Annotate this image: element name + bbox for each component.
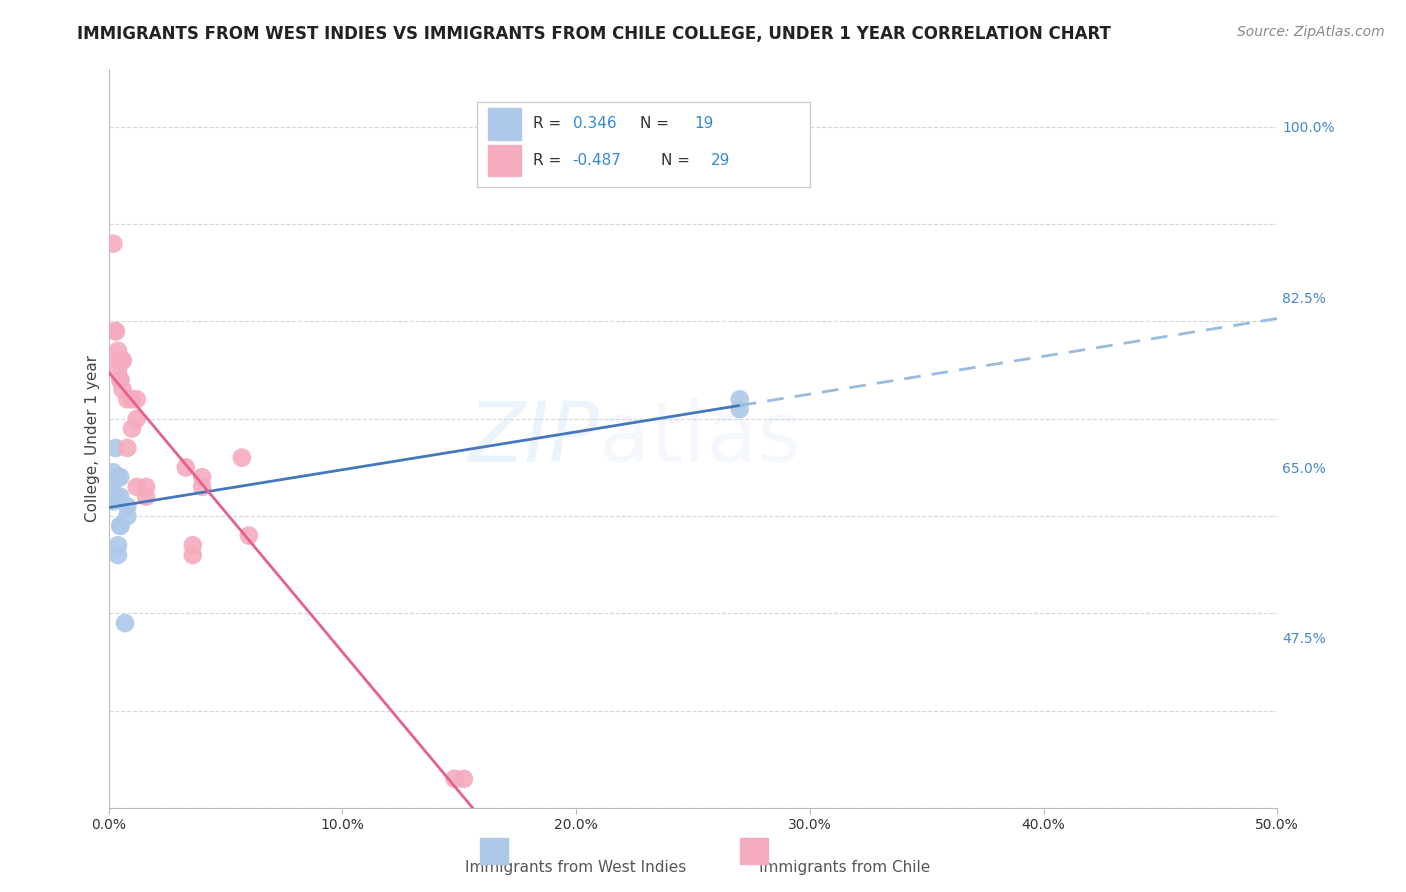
Point	[174, 460, 197, 475]
Point	[111, 353, 134, 368]
Text: -0.487: -0.487	[572, 153, 621, 169]
Point	[114, 616, 136, 631]
Point	[181, 538, 204, 552]
Point	[107, 538, 129, 552]
Point	[117, 509, 139, 524]
Point	[110, 373, 132, 387]
Text: Immigrants from West Indies: Immigrants from West Indies	[465, 860, 686, 875]
Point	[117, 392, 139, 407]
Bar	[481, 838, 509, 864]
Point	[111, 383, 134, 397]
Bar	[488, 109, 522, 139]
Text: 19: 19	[695, 117, 713, 131]
Point	[181, 548, 204, 562]
Text: R =: R =	[533, 117, 567, 131]
Point	[107, 353, 129, 368]
Text: IMMIGRANTS FROM WEST INDIES VS IMMIGRANTS FROM CHILE COLLEGE, UNDER 1 YEAR CORRE: IMMIGRANTS FROM WEST INDIES VS IMMIGRANT…	[77, 25, 1111, 43]
Point	[135, 480, 157, 494]
Point	[121, 421, 143, 435]
Point	[443, 772, 465, 786]
Point	[135, 490, 157, 504]
Bar	[488, 145, 522, 177]
Point	[107, 363, 129, 377]
Point	[104, 441, 127, 455]
Bar	[740, 838, 768, 864]
Point	[107, 548, 129, 562]
Point	[117, 441, 139, 455]
Text: ZIP: ZIP	[467, 398, 599, 479]
Point	[111, 353, 134, 368]
FancyBboxPatch shape	[477, 102, 810, 186]
Text: R =: R =	[533, 153, 567, 169]
Point	[110, 490, 132, 504]
Point	[104, 324, 127, 338]
Point	[107, 470, 129, 484]
Text: atlas: atlas	[599, 398, 801, 479]
Point	[104, 470, 127, 484]
Point	[103, 494, 125, 508]
Point	[125, 480, 148, 494]
Text: 29: 29	[710, 153, 730, 169]
Point	[453, 772, 475, 786]
Point	[110, 518, 132, 533]
Point	[231, 450, 253, 465]
Point	[107, 343, 129, 358]
Point	[104, 324, 127, 338]
Point	[191, 480, 214, 494]
Point	[103, 475, 125, 489]
Point	[110, 373, 132, 387]
Point	[110, 518, 132, 533]
Point	[104, 470, 127, 484]
Point	[117, 500, 139, 514]
Point	[104, 490, 127, 504]
Text: 0.346: 0.346	[572, 117, 616, 131]
Point	[728, 392, 751, 407]
Point	[110, 470, 132, 484]
Text: N =: N =	[661, 153, 696, 169]
Text: Immigrants from Chile: Immigrants from Chile	[759, 860, 931, 875]
Point	[238, 528, 260, 542]
Point	[103, 465, 125, 479]
Point	[728, 402, 751, 417]
Point	[125, 411, 148, 425]
Text: N =: N =	[640, 117, 675, 131]
Point	[125, 392, 148, 407]
Point	[191, 470, 214, 484]
Text: Source: ZipAtlas.com: Source: ZipAtlas.com	[1237, 25, 1385, 39]
Point	[121, 392, 143, 407]
Point	[103, 236, 125, 251]
Y-axis label: College, Under 1 year: College, Under 1 year	[86, 355, 100, 522]
